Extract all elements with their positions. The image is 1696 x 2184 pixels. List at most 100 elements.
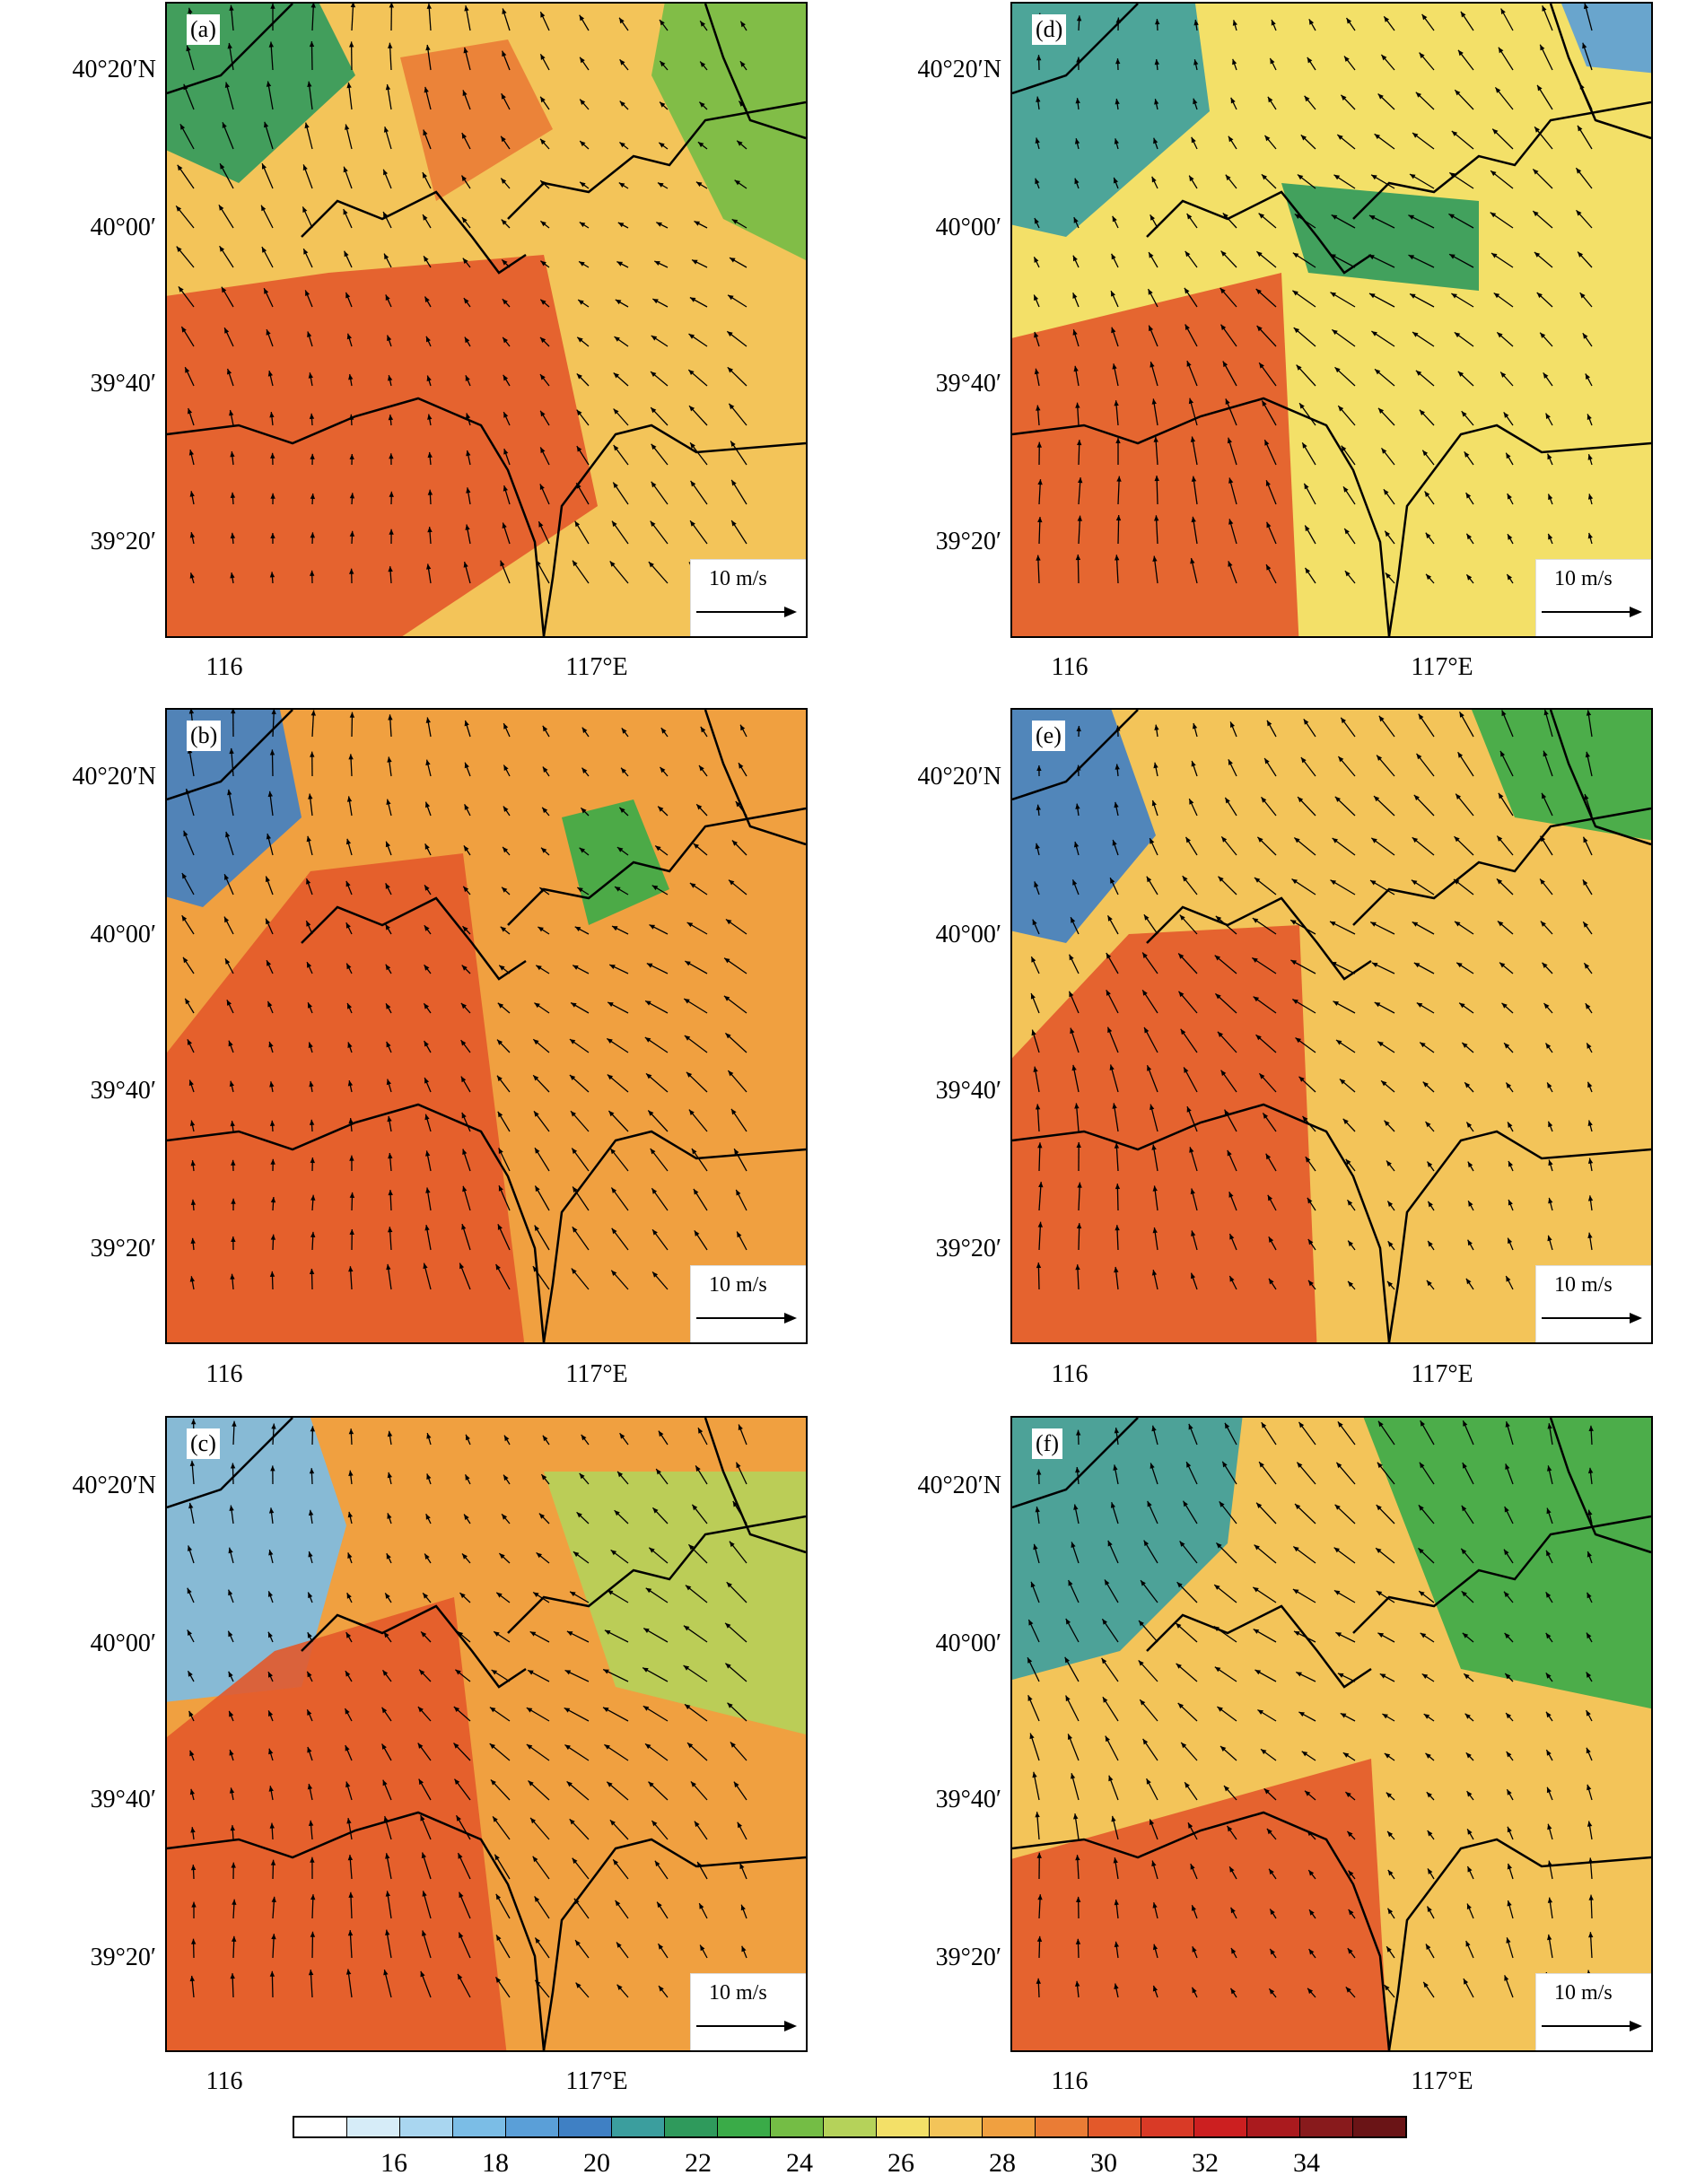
- wind-vector-head: [1268, 1236, 1274, 1243]
- wind-vector-head: [459, 1932, 464, 1939]
- wind-vector-head: [1111, 291, 1115, 297]
- wind-vector-head: [231, 1862, 236, 1868]
- y-tick-label: 39°20′: [935, 1235, 1001, 1262]
- wind-vector-head: [302, 206, 308, 213]
- wind-vector-head: [459, 1262, 465, 1270]
- wind-vector-head: [1036, 765, 1042, 771]
- wind-vector-head: [426, 563, 432, 570]
- wind-vector-head: [270, 1465, 275, 1472]
- boundary-line: [1012, 397, 1391, 636]
- map-panel-e: (e) 10 m/s: [1010, 708, 1653, 1344]
- wind-vector-head: [348, 1891, 354, 1898]
- wind-vector-head: [1110, 878, 1115, 884]
- wind-vector-head: [540, 374, 546, 380]
- wind-vector-head: [231, 1159, 236, 1166]
- wind-vector-head: [1465, 1752, 1472, 1759]
- wind-vector-head: [1228, 477, 1234, 484]
- wind-vector-head: [1387, 1280, 1393, 1288]
- wind-vector-head: [1115, 1225, 1120, 1231]
- wind-vector-head: [1307, 1987, 1314, 1995]
- wind-vector-head: [1583, 922, 1588, 928]
- wind-vector-head: [459, 1891, 464, 1899]
- temperature-region: [1012, 1759, 1389, 2050]
- wind-vector-head: [727, 331, 733, 337]
- wind-vector-head: [573, 965, 579, 970]
- wind-vector-head: [609, 1820, 616, 1826]
- wind-vector-head: [1504, 1632, 1510, 1639]
- wind-vector-head: [228, 1671, 233, 1678]
- wind-vector-head: [219, 246, 225, 252]
- x-tick-label: 116: [1051, 1360, 1088, 1388]
- wind-vector-head: [230, 1273, 235, 1280]
- wind-vector-head: [695, 1465, 701, 1472]
- wind-vector-head: [1536, 293, 1543, 299]
- wind-vector-head: [617, 223, 625, 228]
- arrow-icon: [784, 2021, 797, 2031]
- wind-vector-head: [423, 1262, 428, 1270]
- wind-vector-head: [425, 1514, 431, 1520]
- wind-vector-head: [1228, 1192, 1234, 1198]
- boundary-line: [1352, 807, 1651, 926]
- wind-vector-head: [1035, 137, 1040, 144]
- wind-vector-head: [176, 246, 182, 252]
- wind-vector-head: [1466, 1122, 1473, 1128]
- wind-vector-head: [458, 1973, 463, 1980]
- temperature-region: [1012, 273, 1299, 636]
- wind-vector-head: [225, 831, 231, 838]
- wind-vector-head: [1259, 363, 1264, 369]
- wind-vector-head: [388, 42, 393, 48]
- colorbar-label: 26: [887, 2148, 914, 2178]
- wind-vector-head: [1114, 1428, 1119, 1434]
- boundary-line: [1352, 1515, 1651, 1634]
- wind-vector-head: [1115, 58, 1121, 65]
- wind-vector-head: [1419, 1462, 1425, 1469]
- wind-vector-head: [1072, 329, 1078, 336]
- wind-vector-head: [1412, 837, 1419, 843]
- boundary-line: [1352, 100, 1651, 220]
- wind-vector-head: [389, 453, 394, 459]
- wind-vector-head: [1588, 1894, 1594, 1900]
- wind-vector-head: [1339, 1079, 1346, 1085]
- wind-vector-head: [533, 1039, 539, 1045]
- wind-vector-head: [1296, 364, 1302, 371]
- wind-vector-head: [1419, 409, 1425, 415]
- wind-vector-head: [1116, 476, 1122, 482]
- wind-vector-head: [538, 521, 544, 528]
- wind-vector-head: [1381, 1080, 1387, 1087]
- wind-vector-head: [581, 1434, 587, 1441]
- wind-reference-box: 10 m/s: [690, 559, 806, 636]
- wind-vector-head: [500, 926, 507, 932]
- wind-vector-head: [651, 443, 657, 450]
- wind-vector-head: [1387, 1830, 1394, 1838]
- wind-vector-head: [1387, 1241, 1394, 1247]
- colorbar-swatch: [347, 2118, 400, 2136]
- wind-vector-head: [1228, 561, 1233, 567]
- wind-vector-head: [1467, 1161, 1473, 1168]
- wind-vector-head: [542, 725, 548, 732]
- wind-vector-head: [1177, 1703, 1184, 1709]
- wind-vector-head: [730, 441, 736, 447]
- wind-vector-head: [699, 101, 705, 108]
- wind-vector-head: [1142, 1738, 1149, 1745]
- y-tick-label: 40°20′N: [917, 1472, 1001, 1499]
- wind-vector-head: [1252, 957, 1258, 963]
- wind-vector-head: [1036, 96, 1041, 102]
- y-tick-label: 39°40′: [935, 370, 1001, 397]
- wind-vector-head: [1151, 1270, 1158, 1276]
- wind-vector-head: [1255, 1035, 1262, 1041]
- wind-vector-head: [738, 1424, 743, 1430]
- wind-vector-head: [694, 221, 700, 226]
- wind-vector-head: [1508, 534, 1513, 540]
- wind-vector-head: [689, 406, 695, 412]
- wind-vector-head: [686, 922, 694, 928]
- wind-vector-head: [269, 749, 275, 756]
- wind-vector-head: [455, 1669, 461, 1675]
- wind-vector-head: [1342, 1752, 1350, 1758]
- wind-vector-head: [305, 290, 310, 296]
- wind-vector-head: [310, 532, 315, 538]
- wind-vector-head: [1418, 713, 1424, 721]
- wind-vector-head: [741, 1945, 747, 1952]
- wind-vector-head: [1215, 993, 1221, 1000]
- wind-vector-head: [1427, 1161, 1433, 1167]
- wind-vector-head: [651, 481, 657, 488]
